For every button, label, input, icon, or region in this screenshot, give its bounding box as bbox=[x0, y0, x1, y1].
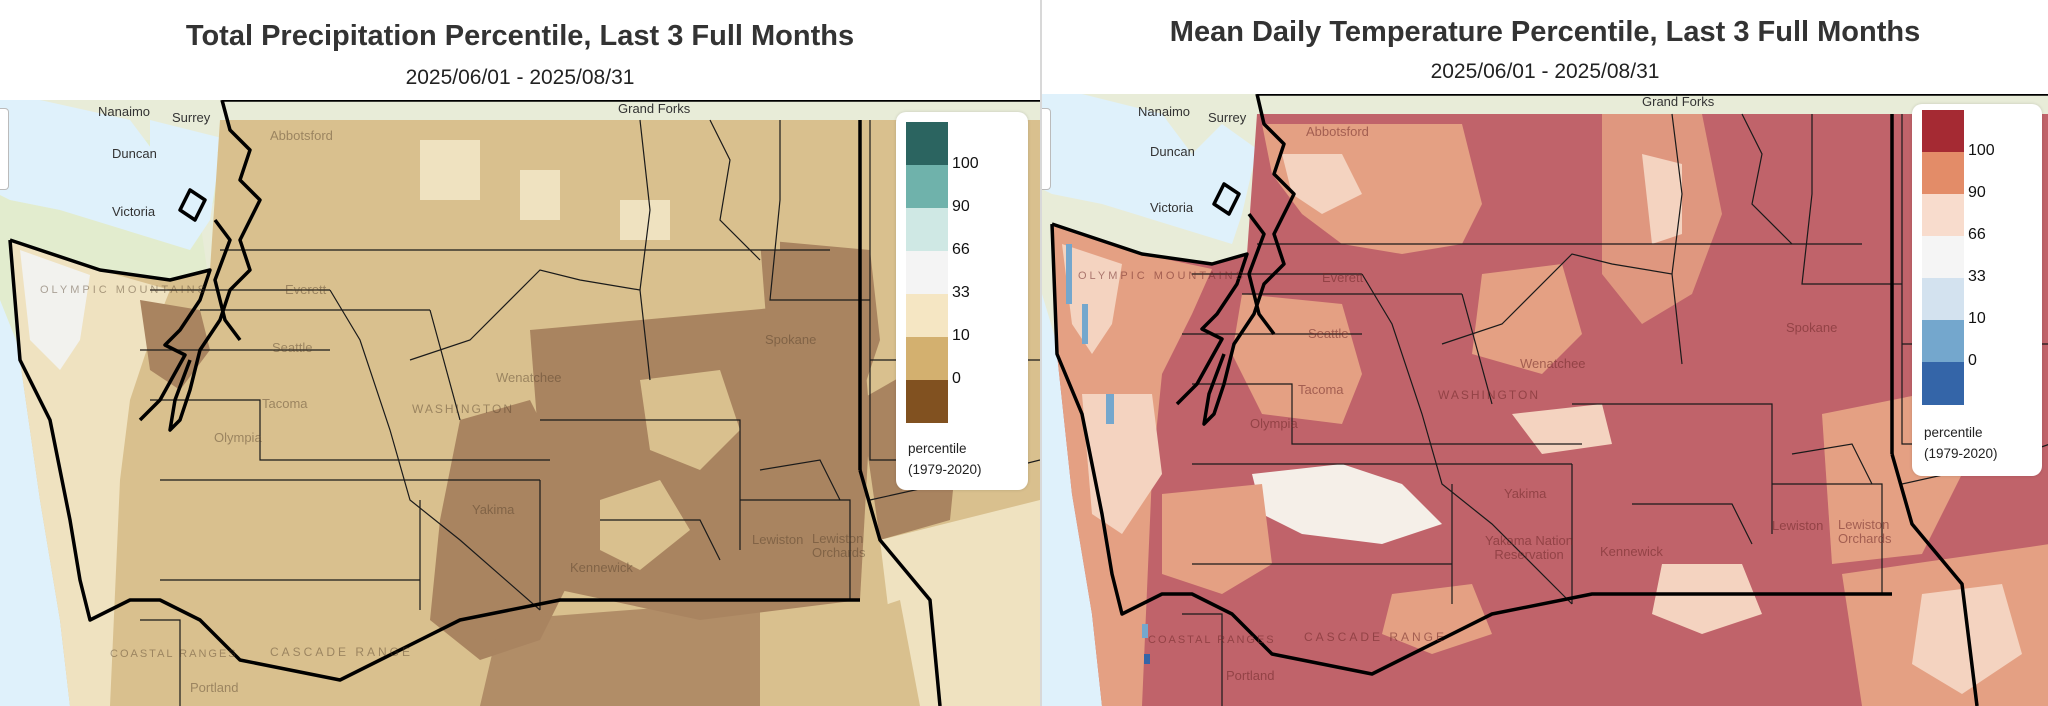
legend-swatch-10-33 bbox=[1922, 236, 1964, 279]
map-label-nanaimo: Nanaimo bbox=[1138, 104, 1191, 119]
map-label-olympic-mountains: OLYMPIC MOUNTAINS bbox=[1078, 270, 1246, 282]
map-label-tacoma: Tacoma bbox=[1298, 382, 1344, 397]
map-canvas bbox=[0, 100, 1040, 706]
map-label-everett: Everett bbox=[285, 282, 327, 297]
map-label-victoria: Victoria bbox=[1150, 200, 1194, 215]
panel-date-range: 2025/06/01 - 2025/08/31 bbox=[405, 66, 635, 89]
map-label-yakima: Yakima bbox=[1504, 486, 1547, 501]
legend-tick: 90 bbox=[1968, 184, 1986, 201]
legend-tick: 66 bbox=[1968, 226, 1986, 243]
map-label-washington: WASHINGTON bbox=[412, 402, 515, 416]
map-label-spokane: Spokane bbox=[765, 332, 817, 347]
legend-tick: 10 bbox=[1968, 310, 1986, 327]
map-label-olympia: Olympia bbox=[214, 430, 262, 445]
legend-swatch-lowest bbox=[1922, 362, 1964, 405]
map-label-nanaimo: Nanaimo bbox=[98, 104, 151, 119]
map-label-kennewick: Kennewick bbox=[570, 560, 633, 575]
map-label-coastal-ranges: COASTAL RANGES bbox=[1148, 634, 1276, 646]
map-label-surrey: Surrey bbox=[172, 110, 211, 125]
legend-tick: 0 bbox=[1968, 352, 1977, 369]
legend-swatch-low bbox=[1922, 320, 1964, 363]
precipitation-map[interactable]: Nanaimo Surrey Duncan Victoria Grand For… bbox=[0, 100, 1040, 706]
precipitation-legend: 100 90 66 33 10 0 percentile (1979-2020) bbox=[896, 112, 1028, 490]
map-label-everett: Everett bbox=[1322, 270, 1364, 285]
legend-tick: 100 bbox=[952, 155, 979, 172]
legend-swatch-66-90 bbox=[906, 165, 948, 208]
legend-tick: 100 bbox=[1968, 142, 1995, 159]
panel-date-range: 2025/06/01 - 2025/08/31 bbox=[1430, 60, 1660, 83]
map-label-grand-forks: Grand Forks bbox=[618, 101, 691, 116]
map-label-coastal-ranges: COASTAL RANGES bbox=[110, 648, 238, 660]
legend-swatch-0-10 bbox=[1922, 278, 1964, 321]
temperature-panel: Mean Daily Temperature Percentile, Last … bbox=[1040, 0, 2048, 706]
legend-swatch-10-33 bbox=[906, 251, 948, 294]
map-label-lewiston-orchards: Lewiston Orchards bbox=[1838, 517, 1892, 546]
map-zoom-control[interactable] bbox=[1042, 108, 1051, 190]
legend-unit-period: (1979-2020) bbox=[1924, 446, 1998, 461]
legend-swatch-90-100 bbox=[1922, 110, 1964, 153]
map-label-tacoma: Tacoma bbox=[262, 396, 308, 411]
map-label-duncan: Duncan bbox=[1150, 144, 1195, 159]
legend-tick: 66 bbox=[952, 241, 970, 258]
map-label-wenatchee: Wenatchee bbox=[1520, 356, 1586, 371]
legend-unit-label: percentile bbox=[908, 441, 967, 456]
legend-tick: 0 bbox=[952, 370, 961, 387]
map-label-lewiston: Lewiston bbox=[752, 532, 804, 547]
map-label-abbotsford: Abbotsford bbox=[1306, 124, 1369, 139]
map-label-cascade-range: CASCADE RANGE bbox=[1304, 630, 1448, 644]
map-label-yakama-nation: Yakama Nation Reservation bbox=[1485, 533, 1573, 562]
legend-tick: 33 bbox=[1968, 268, 1986, 285]
legend-tick: 10 bbox=[952, 327, 970, 344]
legend-swatch-66-90 bbox=[1922, 152, 1964, 195]
map-canvas bbox=[1042, 94, 2048, 706]
map-label-grand-forks: Grand Forks bbox=[1642, 94, 1715, 109]
map-label-lewiston: Lewiston bbox=[1772, 518, 1824, 533]
map-label-portland: Portland bbox=[190, 680, 239, 695]
map-label-olympic-mountains: OLYMPIC MOUNTAINS bbox=[40, 284, 208, 296]
legend-swatch-lowest bbox=[906, 380, 948, 423]
map-label-wenatchee: Wenatchee bbox=[496, 370, 562, 385]
map-label-surrey: Surrey bbox=[1208, 110, 1247, 125]
map-label-seattle: Seattle bbox=[1308, 326, 1349, 341]
panel-title: Total Precipitation Percentile, Last 3 F… bbox=[185, 20, 855, 52]
map-label-olympia: Olympia bbox=[1250, 416, 1298, 431]
temperature-map[interactable]: Nanaimo Surrey Duncan Victoria Grand For… bbox=[1042, 94, 2048, 706]
map-label-portland: Portland bbox=[1226, 668, 1275, 683]
legend-swatch-90-100 bbox=[906, 122, 948, 165]
map-label-spokane: Spokane bbox=[1786, 320, 1838, 335]
map-label-kennewick: Kennewick bbox=[1600, 544, 1663, 559]
panel-title: Mean Daily Temperature Percentile, Last … bbox=[1169, 16, 1921, 48]
map-label-yakima: Yakima bbox=[472, 502, 515, 517]
map-label-washington: WASHINGTON bbox=[1438, 388, 1541, 402]
map-label-lewiston-orchards: Lewiston Orchards bbox=[812, 531, 866, 560]
map-zoom-control[interactable] bbox=[0, 108, 9, 190]
map-label-victoria: Victoria bbox=[112, 204, 156, 219]
legend-unit-label: percentile bbox=[1924, 425, 1983, 440]
legend-swatch-0-10 bbox=[906, 294, 948, 337]
precipitation-panel: Total Precipitation Percentile, Last 3 F… bbox=[0, 20, 1040, 706]
legend-swatch-33-66 bbox=[1922, 194, 1964, 237]
map-label-abbotsford: Abbotsford bbox=[270, 128, 333, 143]
map-label-duncan: Duncan bbox=[112, 146, 157, 161]
map-label-cascade-range: CASCADE RANGE bbox=[270, 645, 414, 659]
legend-swatch-low bbox=[906, 337, 948, 380]
legend-tick: 33 bbox=[952, 284, 970, 301]
legend-swatch-33-66 bbox=[906, 208, 948, 251]
legend-tick: 90 bbox=[952, 198, 970, 215]
map-label-seattle: Seattle bbox=[272, 340, 313, 355]
temperature-legend: 100 90 66 33 10 0 percentile (1979-2020) bbox=[1912, 104, 2042, 476]
legend-unit-period: (1979-2020) bbox=[908, 462, 982, 477]
